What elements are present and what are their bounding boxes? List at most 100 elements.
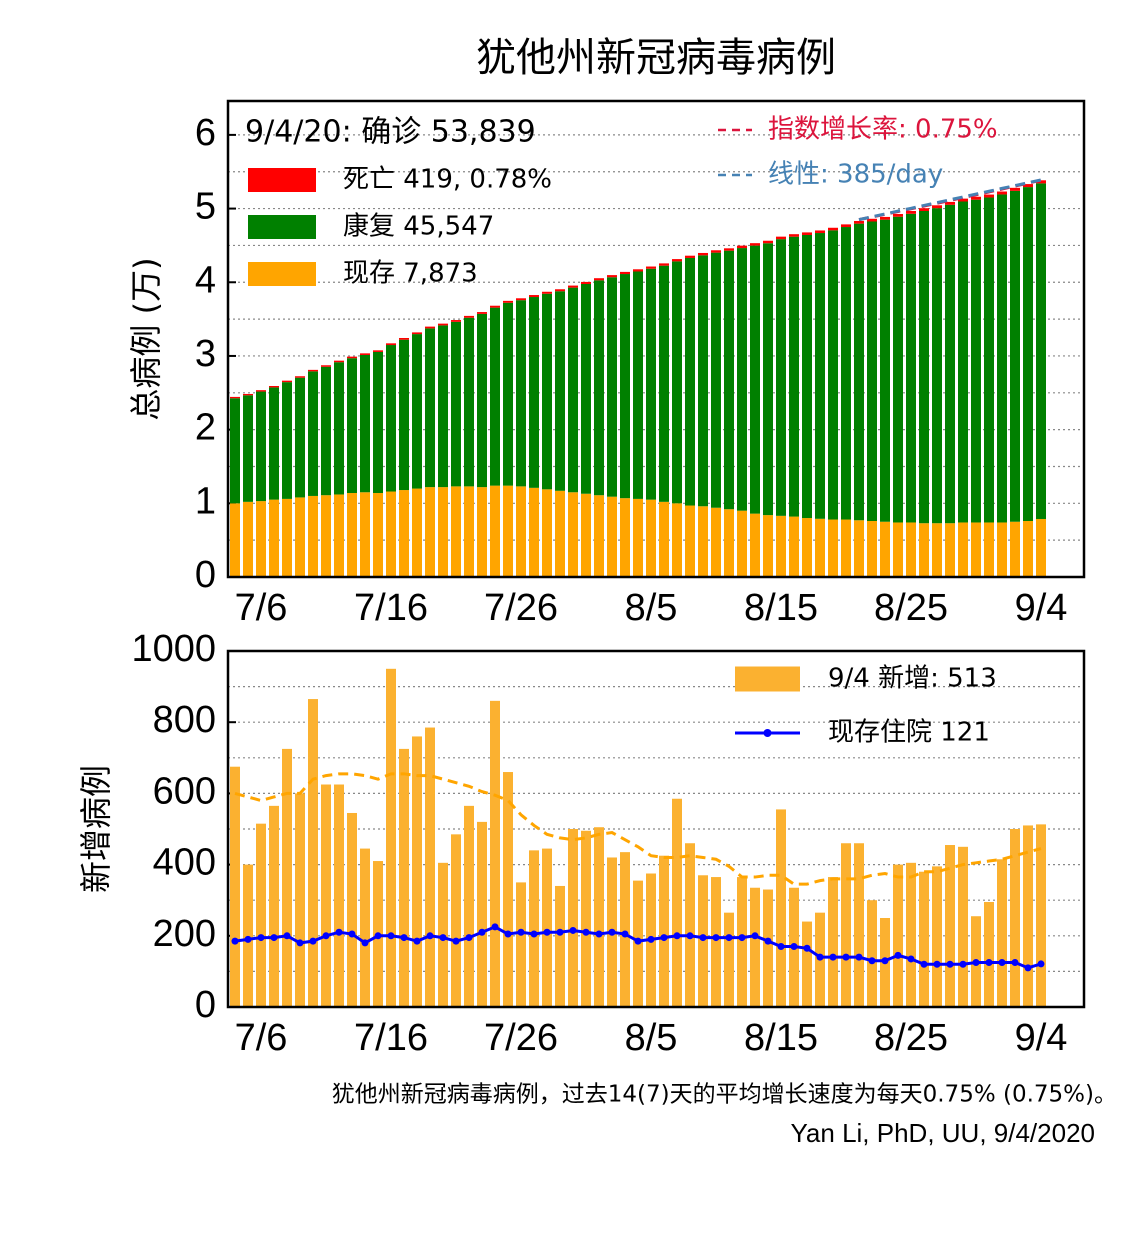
bar [620,852,630,1007]
bar [399,490,409,577]
bar [425,328,435,488]
bar [321,495,331,577]
bar [672,503,682,577]
y-axis-label: 总病例 (万) [127,257,165,420]
line-marker [1037,960,1045,968]
bar [828,230,838,520]
plot-frame [226,649,1086,1009]
bar [711,877,721,1007]
bar [568,492,578,577]
bar [776,236,786,240]
bar [867,221,877,521]
line [234,772,1042,886]
line-marker [764,937,772,945]
bar [919,211,929,524]
bar [425,326,435,329]
legend-swatch [735,666,800,692]
x-tick-label: 8/15 [744,1017,818,1059]
bar [529,295,539,298]
line-marker [530,930,538,938]
bar [308,699,318,1007]
bar [412,736,422,1007]
line-marker [829,953,837,961]
x-tick-label: 7/26 [484,587,558,629]
bar [412,488,422,577]
bar [1010,187,1020,191]
bar [282,382,292,499]
bar [685,843,695,1007]
line-marker [439,934,447,942]
bar [347,493,357,577]
bar [581,283,591,494]
x-tick-label: 8/25 [874,587,948,629]
bar [516,300,526,487]
bar [802,232,812,235]
bar [763,889,773,1007]
bar [451,320,461,322]
bar [1036,824,1046,1007]
bar [659,265,669,502]
bar [334,360,344,363]
bar [620,274,630,499]
bar [828,519,838,577]
bar [880,216,890,220]
bar [919,523,929,577]
bar [451,486,461,577]
bar [308,371,318,496]
annotation: 9/4/20: 确诊 53,839 [245,115,536,150]
y-tick-label: 5 [195,186,216,228]
y-tick-label: 6 [195,112,216,154]
bar [373,350,383,352]
bar [243,393,253,396]
line-marker [725,934,733,942]
bar [659,855,669,1007]
bar [750,243,760,246]
bar [971,522,981,577]
bar [984,522,994,577]
plot-frame [226,99,1086,579]
legend-swatch [248,168,316,192]
bar [945,523,955,577]
bar [425,487,435,577]
bar [555,885,565,1007]
bar [867,900,877,1007]
bar [854,220,864,224]
bar [789,234,799,237]
bar [451,834,461,1007]
bar [555,490,565,577]
line-marker [738,934,746,942]
bar [776,809,786,1007]
bar [542,293,552,490]
footer-credit: Yan Li, PhD, UU, 9/4/2020 [791,1118,1095,1148]
legend-label: 康复 45,547 [343,212,494,242]
bar [815,233,825,519]
bar [893,216,903,523]
bar [256,501,266,577]
bar [698,255,708,507]
line-marker [972,959,980,966]
legend-label: 指数增长率: 0.75% [768,115,998,145]
bar [399,337,409,340]
line-marker [881,957,889,965]
bar [282,748,292,1007]
line-marker [452,937,460,945]
bar [880,219,890,522]
bar [529,297,539,488]
bar [243,395,253,502]
bar [646,499,656,577]
bar [230,766,240,1007]
bar [334,784,344,1007]
line-marker [946,960,954,968]
bar [321,784,331,1007]
bar [1023,187,1033,521]
bar [971,199,981,523]
line-marker [868,957,876,965]
bar [789,516,799,577]
line-marker [777,942,785,950]
bar [945,204,955,524]
legend-label: 线性: 385/day [768,160,943,190]
bar [451,321,461,487]
bar [581,281,591,284]
bar [269,387,279,500]
